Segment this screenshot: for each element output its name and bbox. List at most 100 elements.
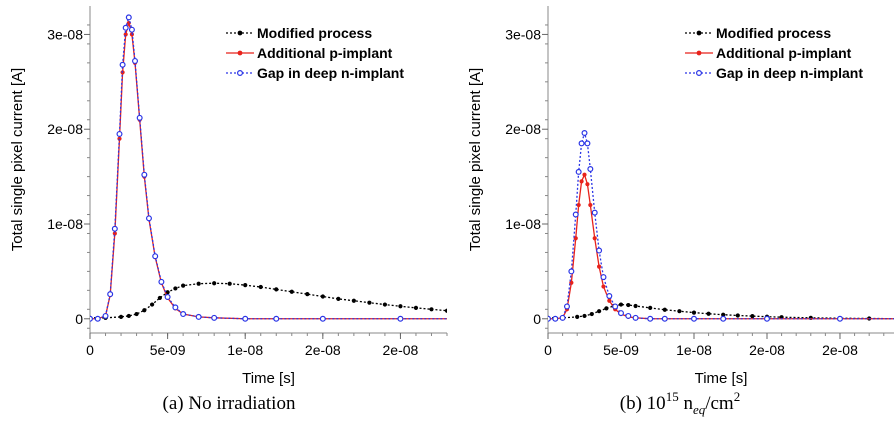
y-tick-label: 2e-08 xyxy=(47,121,83,137)
point-modified xyxy=(618,302,624,307)
legend: Modified process Additional p-implant Gap … xyxy=(685,25,863,81)
x-tick-label: 5e-09 xyxy=(150,342,186,358)
point-gap xyxy=(94,315,101,322)
point-gap xyxy=(690,315,697,322)
point-modified xyxy=(126,313,131,319)
point-modified xyxy=(648,305,653,310)
point-modified xyxy=(134,311,139,317)
x-axis-title: Time [s] xyxy=(695,370,748,387)
legend-label-gap: Gap in deep n-implant xyxy=(257,65,404,81)
point-additional xyxy=(582,172,587,177)
point-additional xyxy=(576,202,581,208)
point-gap xyxy=(720,315,727,322)
point-gap xyxy=(90,315,93,322)
point-modified xyxy=(274,287,279,292)
point-modified xyxy=(173,286,178,291)
point-modified xyxy=(604,306,609,311)
point-gap xyxy=(612,303,619,310)
legend-marker-modified xyxy=(237,30,243,36)
point-modified xyxy=(157,295,162,301)
point-modified xyxy=(320,294,325,299)
point-modified xyxy=(677,309,682,314)
point-modified xyxy=(336,296,341,301)
point-gap xyxy=(563,303,570,310)
legend: Modified process Additional p-implant Gap … xyxy=(226,25,404,81)
legend-label-additional: Additional p-implant xyxy=(716,45,852,61)
x-tick-label: 2e-08 xyxy=(305,342,341,358)
point-gap xyxy=(572,211,579,218)
point-gap xyxy=(180,311,187,318)
plot-area xyxy=(548,130,894,322)
x-tick-label: 0 xyxy=(86,342,94,358)
point-gap xyxy=(119,61,126,68)
point-modified xyxy=(582,313,587,319)
caption-b: (b) 1015 neq/cm2 xyxy=(620,389,740,417)
point-gap xyxy=(587,166,594,173)
point-modified xyxy=(367,300,372,305)
point-gap xyxy=(661,315,668,322)
point-gap xyxy=(111,225,118,232)
y-axis-title: Total single pixel current [A] xyxy=(9,68,26,251)
point-modified xyxy=(662,307,667,312)
panel-a-no-irradiation: 0 1e-08 2e-08 3e-08 0 5e-09 1e-08 2e-08 2e-08 Tim… xyxy=(9,6,448,387)
point-gap xyxy=(581,130,588,137)
point-gap xyxy=(578,140,585,147)
x-tick-label: 0 xyxy=(544,342,552,358)
point-additional xyxy=(601,284,606,289)
legend-label-additional: Additional p-implant xyxy=(257,45,393,61)
point-modified xyxy=(721,312,726,317)
point-gap xyxy=(152,253,159,260)
y-tick-label: 0 xyxy=(533,311,541,327)
y-axis-title: Total single pixel current [A] xyxy=(467,68,484,251)
point-modified xyxy=(626,302,631,308)
point-gap xyxy=(172,304,179,311)
point-modified xyxy=(444,308,447,313)
point-additional xyxy=(573,236,578,241)
point-modified xyxy=(633,303,638,309)
x-tick-label: 2e-08 xyxy=(822,342,858,358)
point-modified xyxy=(398,304,403,309)
point-additional xyxy=(597,264,602,269)
point-additional xyxy=(585,182,590,187)
x-tick-label: 2e-08 xyxy=(383,342,419,358)
point-gap xyxy=(319,315,326,322)
y-tick-label: 3e-08 xyxy=(505,26,541,42)
point-modified xyxy=(750,314,755,319)
legend-marker-additional xyxy=(237,50,243,56)
point-gap xyxy=(763,315,770,322)
point-modified xyxy=(382,302,388,307)
point-modified xyxy=(165,290,170,295)
point-modified xyxy=(196,281,201,286)
point-gap xyxy=(575,168,582,175)
point-gap xyxy=(606,293,613,300)
point-modified xyxy=(575,314,580,319)
point-gap xyxy=(136,114,143,121)
point-gap xyxy=(128,26,135,33)
point-gap xyxy=(195,313,202,320)
series-line-gap xyxy=(90,14,447,320)
legend-marker-gap xyxy=(695,69,702,76)
point-modified xyxy=(142,308,147,313)
point-additional xyxy=(112,231,117,236)
point-modified xyxy=(212,281,217,286)
point-modified xyxy=(258,284,263,290)
point-gap xyxy=(584,140,591,147)
point-modified xyxy=(351,298,356,303)
point-modified xyxy=(589,311,594,317)
point-modified xyxy=(429,307,434,312)
point-gap xyxy=(552,315,559,322)
point-gap xyxy=(145,215,152,222)
legend-marker-additional xyxy=(696,50,702,56)
point-gap xyxy=(836,315,843,322)
point-gap xyxy=(122,24,129,31)
point-gap xyxy=(617,310,624,317)
point-modified xyxy=(289,289,294,294)
point-gap xyxy=(132,57,139,64)
point-modified xyxy=(149,302,155,307)
point-modified xyxy=(227,281,232,286)
point-gap xyxy=(273,315,280,322)
point-modified xyxy=(243,283,248,288)
point-gap xyxy=(548,315,551,322)
x-tick-label: 2e-08 xyxy=(749,342,785,358)
